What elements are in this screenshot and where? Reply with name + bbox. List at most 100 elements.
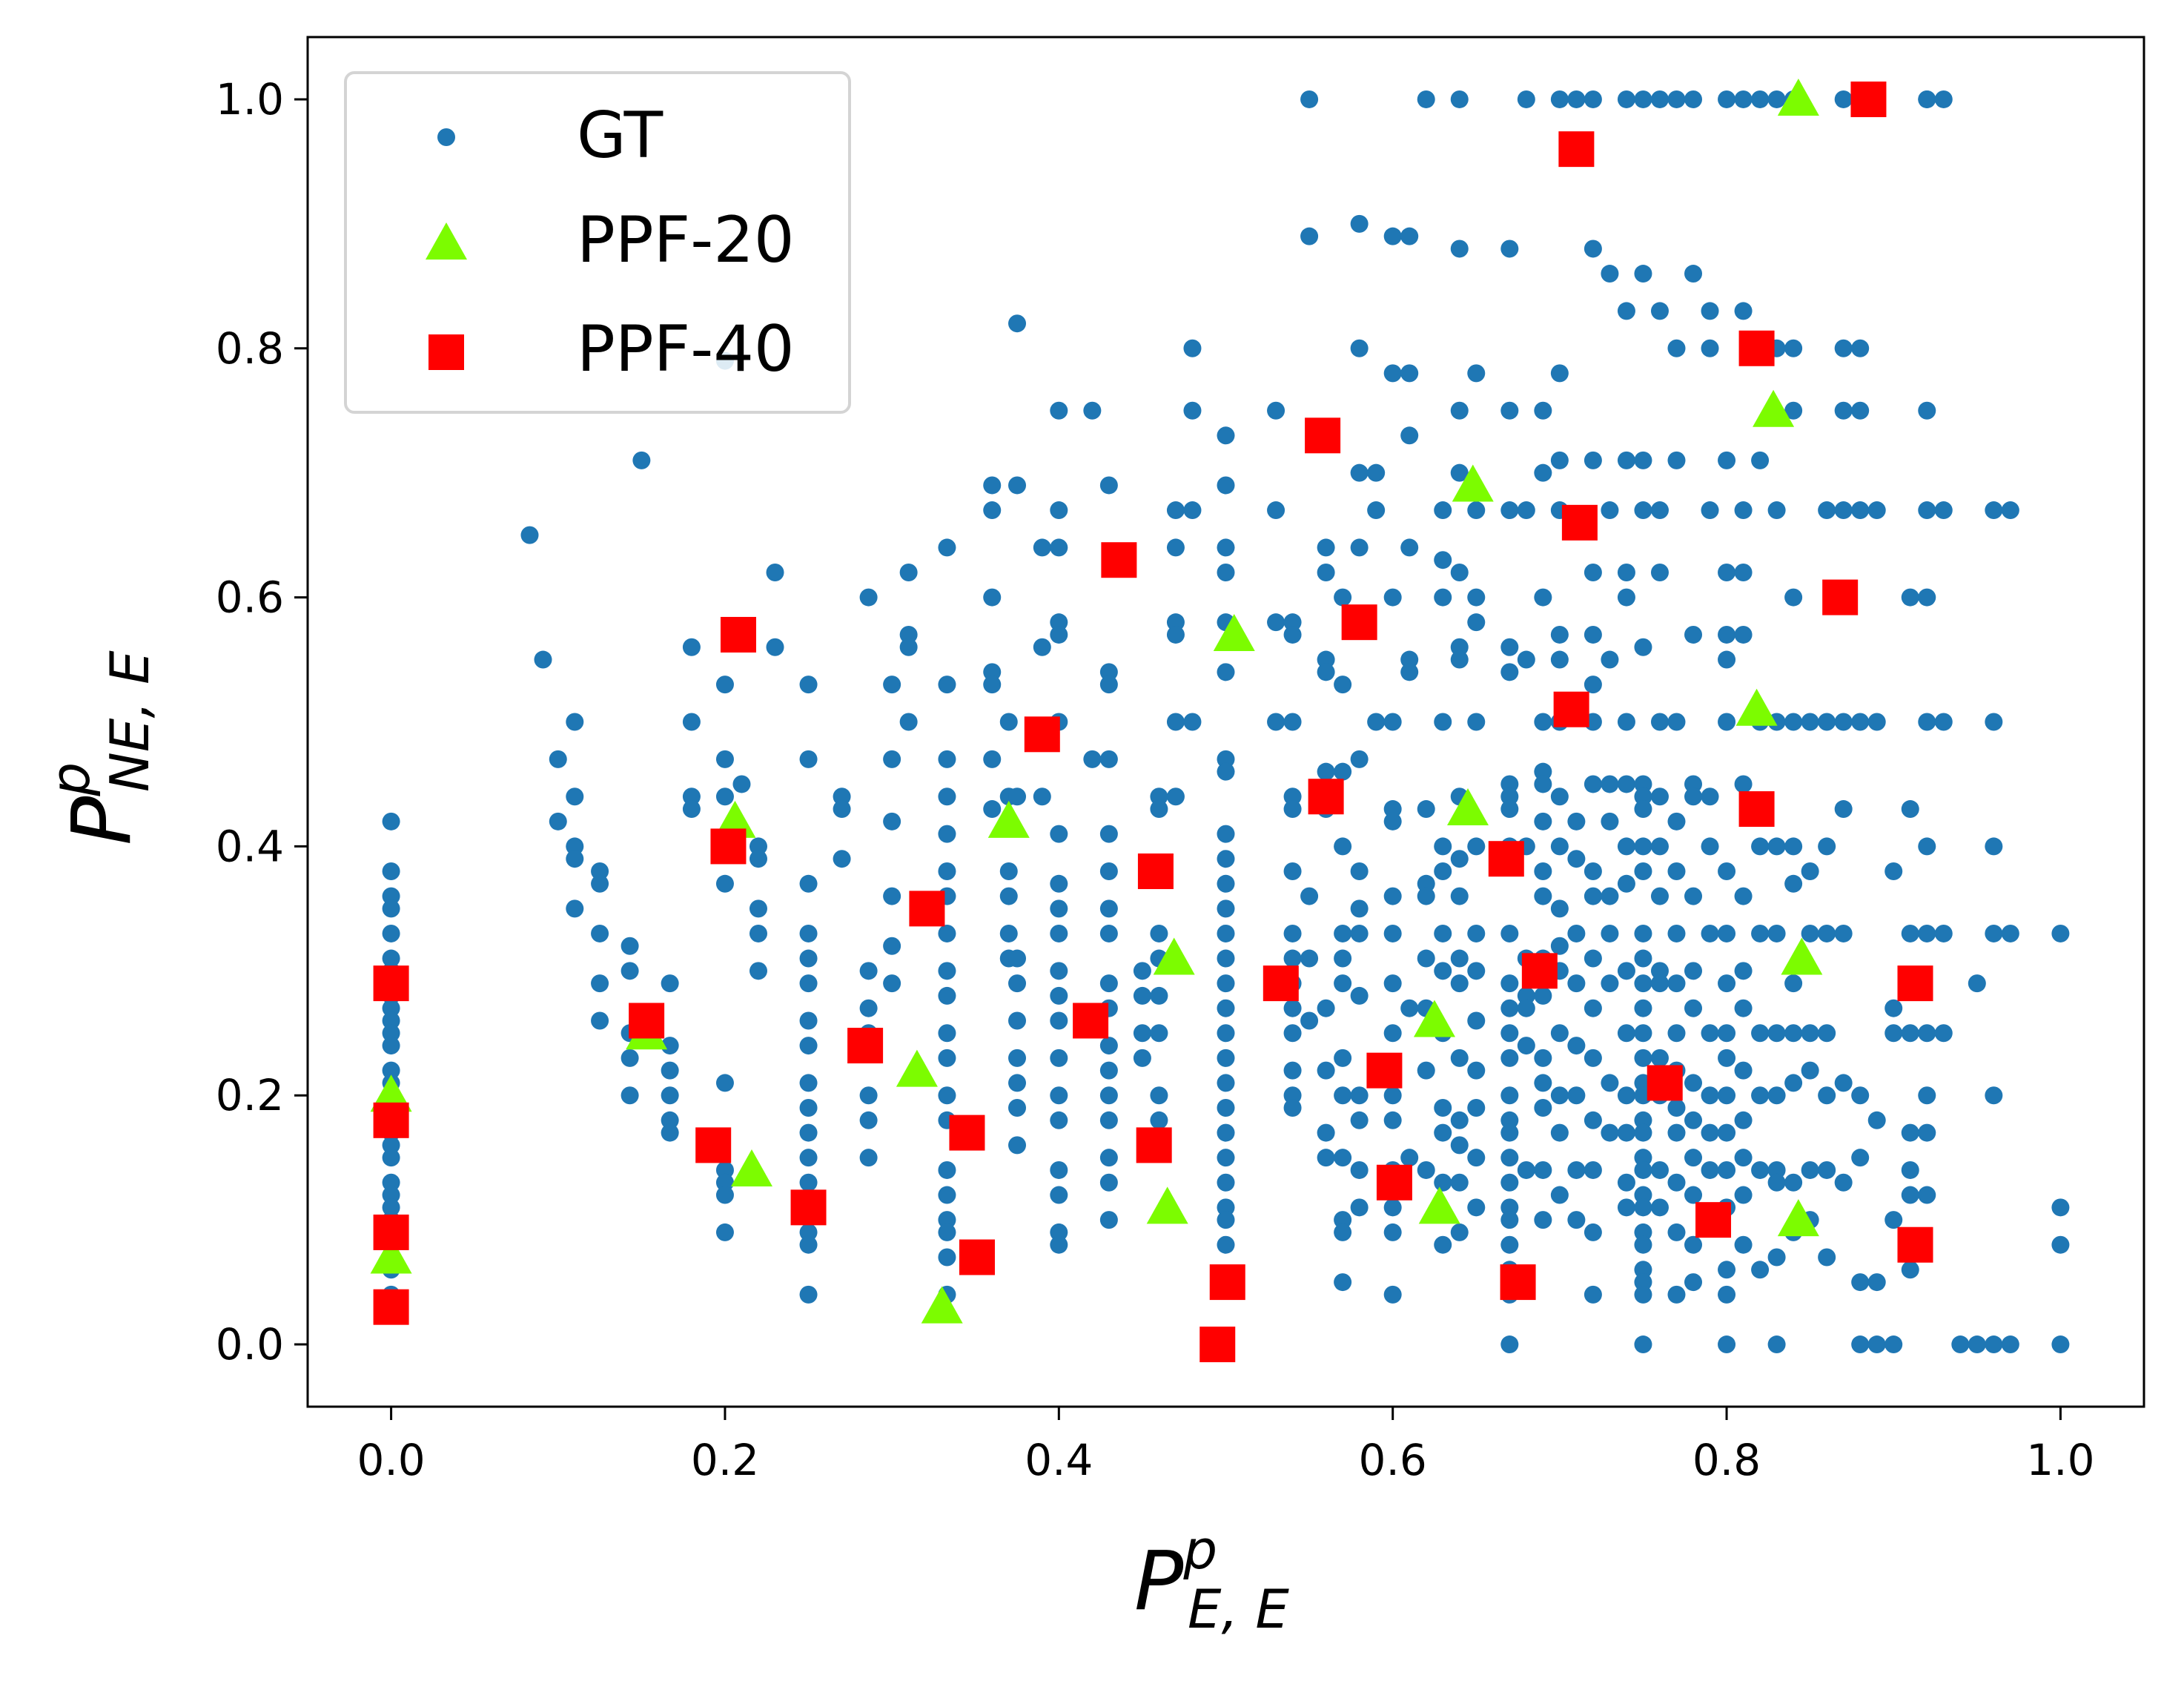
data-point-gt — [766, 564, 784, 582]
data-point-ppf-40 — [1897, 965, 1933, 1002]
data-point-gt — [1283, 800, 1302, 819]
data-point-ppf-40 — [1376, 1164, 1412, 1201]
data-point-gt — [1968, 1335, 1986, 1354]
data-point-gt — [1050, 1086, 1068, 1105]
data-point-gt — [1008, 476, 1027, 495]
data-point-gt — [799, 1285, 818, 1304]
data-point-gt — [938, 924, 956, 942]
data-point-gt — [1083, 401, 1102, 420]
data-point-gt — [1434, 713, 1452, 731]
data-point-gt — [1567, 1160, 1586, 1179]
data-point-ppf-20 — [370, 1236, 412, 1274]
data-point-gt — [1985, 837, 2003, 856]
data-point-gt — [2051, 1335, 2070, 1354]
data-point-gt — [1317, 999, 1335, 1017]
legend-marker-gt — [437, 128, 455, 146]
data-point-gt — [1667, 90, 1686, 108]
data-point-gt — [1751, 1024, 1770, 1043]
data-point-gt — [1650, 787, 1669, 806]
data-point-gt — [1500, 974, 1519, 993]
data-point-gt — [1450, 850, 1469, 868]
data-point-gt — [715, 874, 734, 893]
data-point-gt — [1317, 650, 1335, 669]
data-point-gt — [859, 1149, 878, 1167]
data-point-ppf-40 — [1558, 131, 1595, 168]
data-point-gt — [1617, 775, 1635, 793]
data-point-gt — [1767, 1335, 1786, 1354]
data-point-gt — [1350, 1111, 1369, 1129]
data-point-gt — [382, 1173, 400, 1192]
data-point-gt — [1383, 1198, 1402, 1217]
data-point-gt — [1834, 501, 1853, 520]
data-point-ppf-20 — [1213, 613, 1255, 651]
data-point-gt — [1500, 240, 1519, 258]
data-point-gt — [1734, 887, 1753, 905]
series-layer — [370, 78, 2070, 1363]
data-point-gt — [1099, 1173, 1118, 1192]
data-point-gt — [1684, 962, 1703, 980]
data-point-gt — [591, 862, 609, 880]
data-point-gt — [1650, 837, 1669, 856]
data-point-gt — [1500, 1111, 1519, 1129]
data-point-gt — [1334, 1049, 1352, 1067]
data-point-gt — [899, 713, 918, 731]
data-point-gt — [1667, 1024, 1686, 1043]
data-point-gt — [1450, 463, 1469, 482]
data-point-gt — [799, 1173, 818, 1192]
data-point-gt — [621, 1086, 639, 1105]
data-point-gt — [1918, 1123, 1936, 1142]
data-point-gt — [1617, 588, 1635, 607]
data-point-gt — [1450, 1173, 1469, 1192]
data-point-gt — [1818, 713, 1836, 731]
data-point-gt — [1350, 862, 1369, 880]
data-point-gt — [1734, 1111, 1753, 1129]
data-point-gt — [938, 825, 956, 843]
data-point-gt — [715, 787, 734, 806]
data-point-gt — [1417, 1160, 1435, 1179]
data-point-gt — [1099, 1086, 1118, 1105]
data-point-gt — [1500, 1335, 1519, 1354]
data-point-gt — [1617, 1086, 1635, 1105]
data-point-gt — [1634, 1273, 1652, 1292]
data-point-gt — [1467, 1099, 1486, 1117]
data-point-ppf-40 — [1738, 330, 1775, 366]
data-point-gt — [1383, 1024, 1402, 1043]
data-point-gt — [749, 837, 767, 856]
data-point-gt — [1008, 314, 1027, 333]
data-point-gt — [1534, 775, 1552, 793]
data-point-gt — [1634, 90, 1652, 108]
data-point-gt — [715, 1173, 734, 1192]
data-point-gt — [1784, 588, 1803, 607]
data-point-gt — [1500, 787, 1519, 806]
data-point-gt — [566, 787, 584, 806]
legend-label-ppf20: PPF-20 — [577, 203, 795, 277]
data-point-gt — [1434, 551, 1452, 569]
data-point-gt — [1718, 713, 1736, 731]
data-point-gt — [899, 564, 918, 582]
data-point-gt — [1718, 1086, 1736, 1105]
y-tick-label: 0.4 — [216, 821, 284, 871]
data-point-gt — [715, 1074, 734, 1092]
data-point-gt — [682, 787, 701, 806]
data-point-ppf-40 — [1209, 1264, 1245, 1301]
data-point-gt — [1283, 862, 1302, 880]
data-point-gt — [1283, 1099, 1302, 1117]
data-point-gt — [1550, 937, 1569, 955]
data-point-gt — [1500, 1024, 1519, 1043]
data-point-gt — [1217, 924, 1235, 942]
data-point-gt — [1550, 1086, 1569, 1105]
data-point-gt — [1634, 1235, 1652, 1254]
data-point-gt — [1450, 1111, 1469, 1129]
data-point-gt — [1634, 1285, 1652, 1304]
data-point-gt — [1450, 1223, 1469, 1241]
data-point-gt — [632, 451, 651, 469]
data-point-gt — [1718, 650, 1736, 669]
data-point-gt — [1166, 625, 1185, 644]
data-point-gt — [938, 787, 956, 806]
data-point-gt — [1534, 1074, 1552, 1092]
data-point-gt — [1617, 1173, 1635, 1192]
data-point-ppf-40 — [1500, 1264, 1536, 1301]
data-point-gt — [1450, 401, 1469, 420]
data-point-ppf-40 — [710, 828, 747, 865]
